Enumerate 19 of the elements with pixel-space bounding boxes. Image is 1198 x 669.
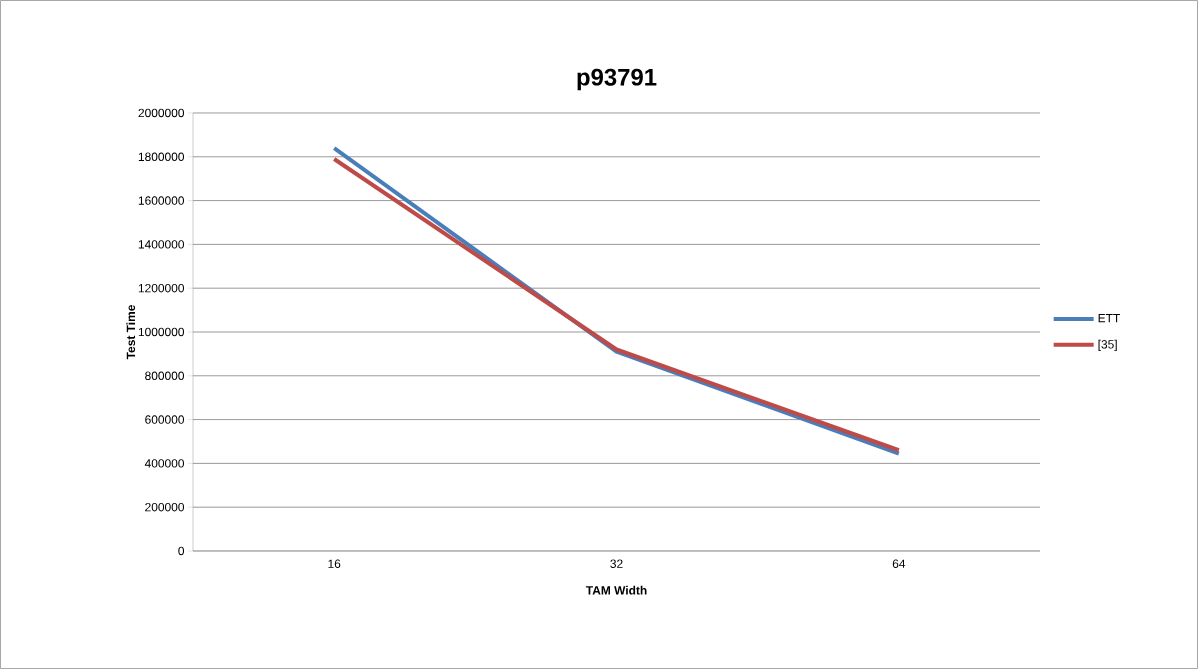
y-tick-label: 1000000	[138, 327, 185, 337]
y-tick-label: 1600000	[138, 196, 185, 205]
y-tick-label: 1800000	[138, 152, 185, 162]
y-tick-label: 1400000	[138, 240, 185, 249]
y-tick-label: 800000	[145, 371, 185, 381]
x-tick-label: 64	[892, 559, 906, 568]
legend-label: ETT	[1098, 314, 1120, 323]
y-tick-label: 0	[178, 546, 185, 556]
x-axis-title: TAM Width	[585, 585, 647, 595]
x-tick-label: 16	[328, 559, 341, 568]
x-tick-label: 32	[610, 559, 623, 568]
chart-title: p93791	[577, 68, 657, 91]
y-tick-label: 2000000	[138, 108, 185, 118]
y-tick-label: 200000	[145, 502, 185, 512]
y-tick-label: 400000	[144, 459, 185, 468]
y-tick-label: 1200000	[138, 283, 185, 293]
y-axis-title: Test Time	[126, 305, 136, 360]
legend-label: [35]	[1098, 339, 1117, 351]
y-tick-label: 600000	[145, 415, 185, 424]
